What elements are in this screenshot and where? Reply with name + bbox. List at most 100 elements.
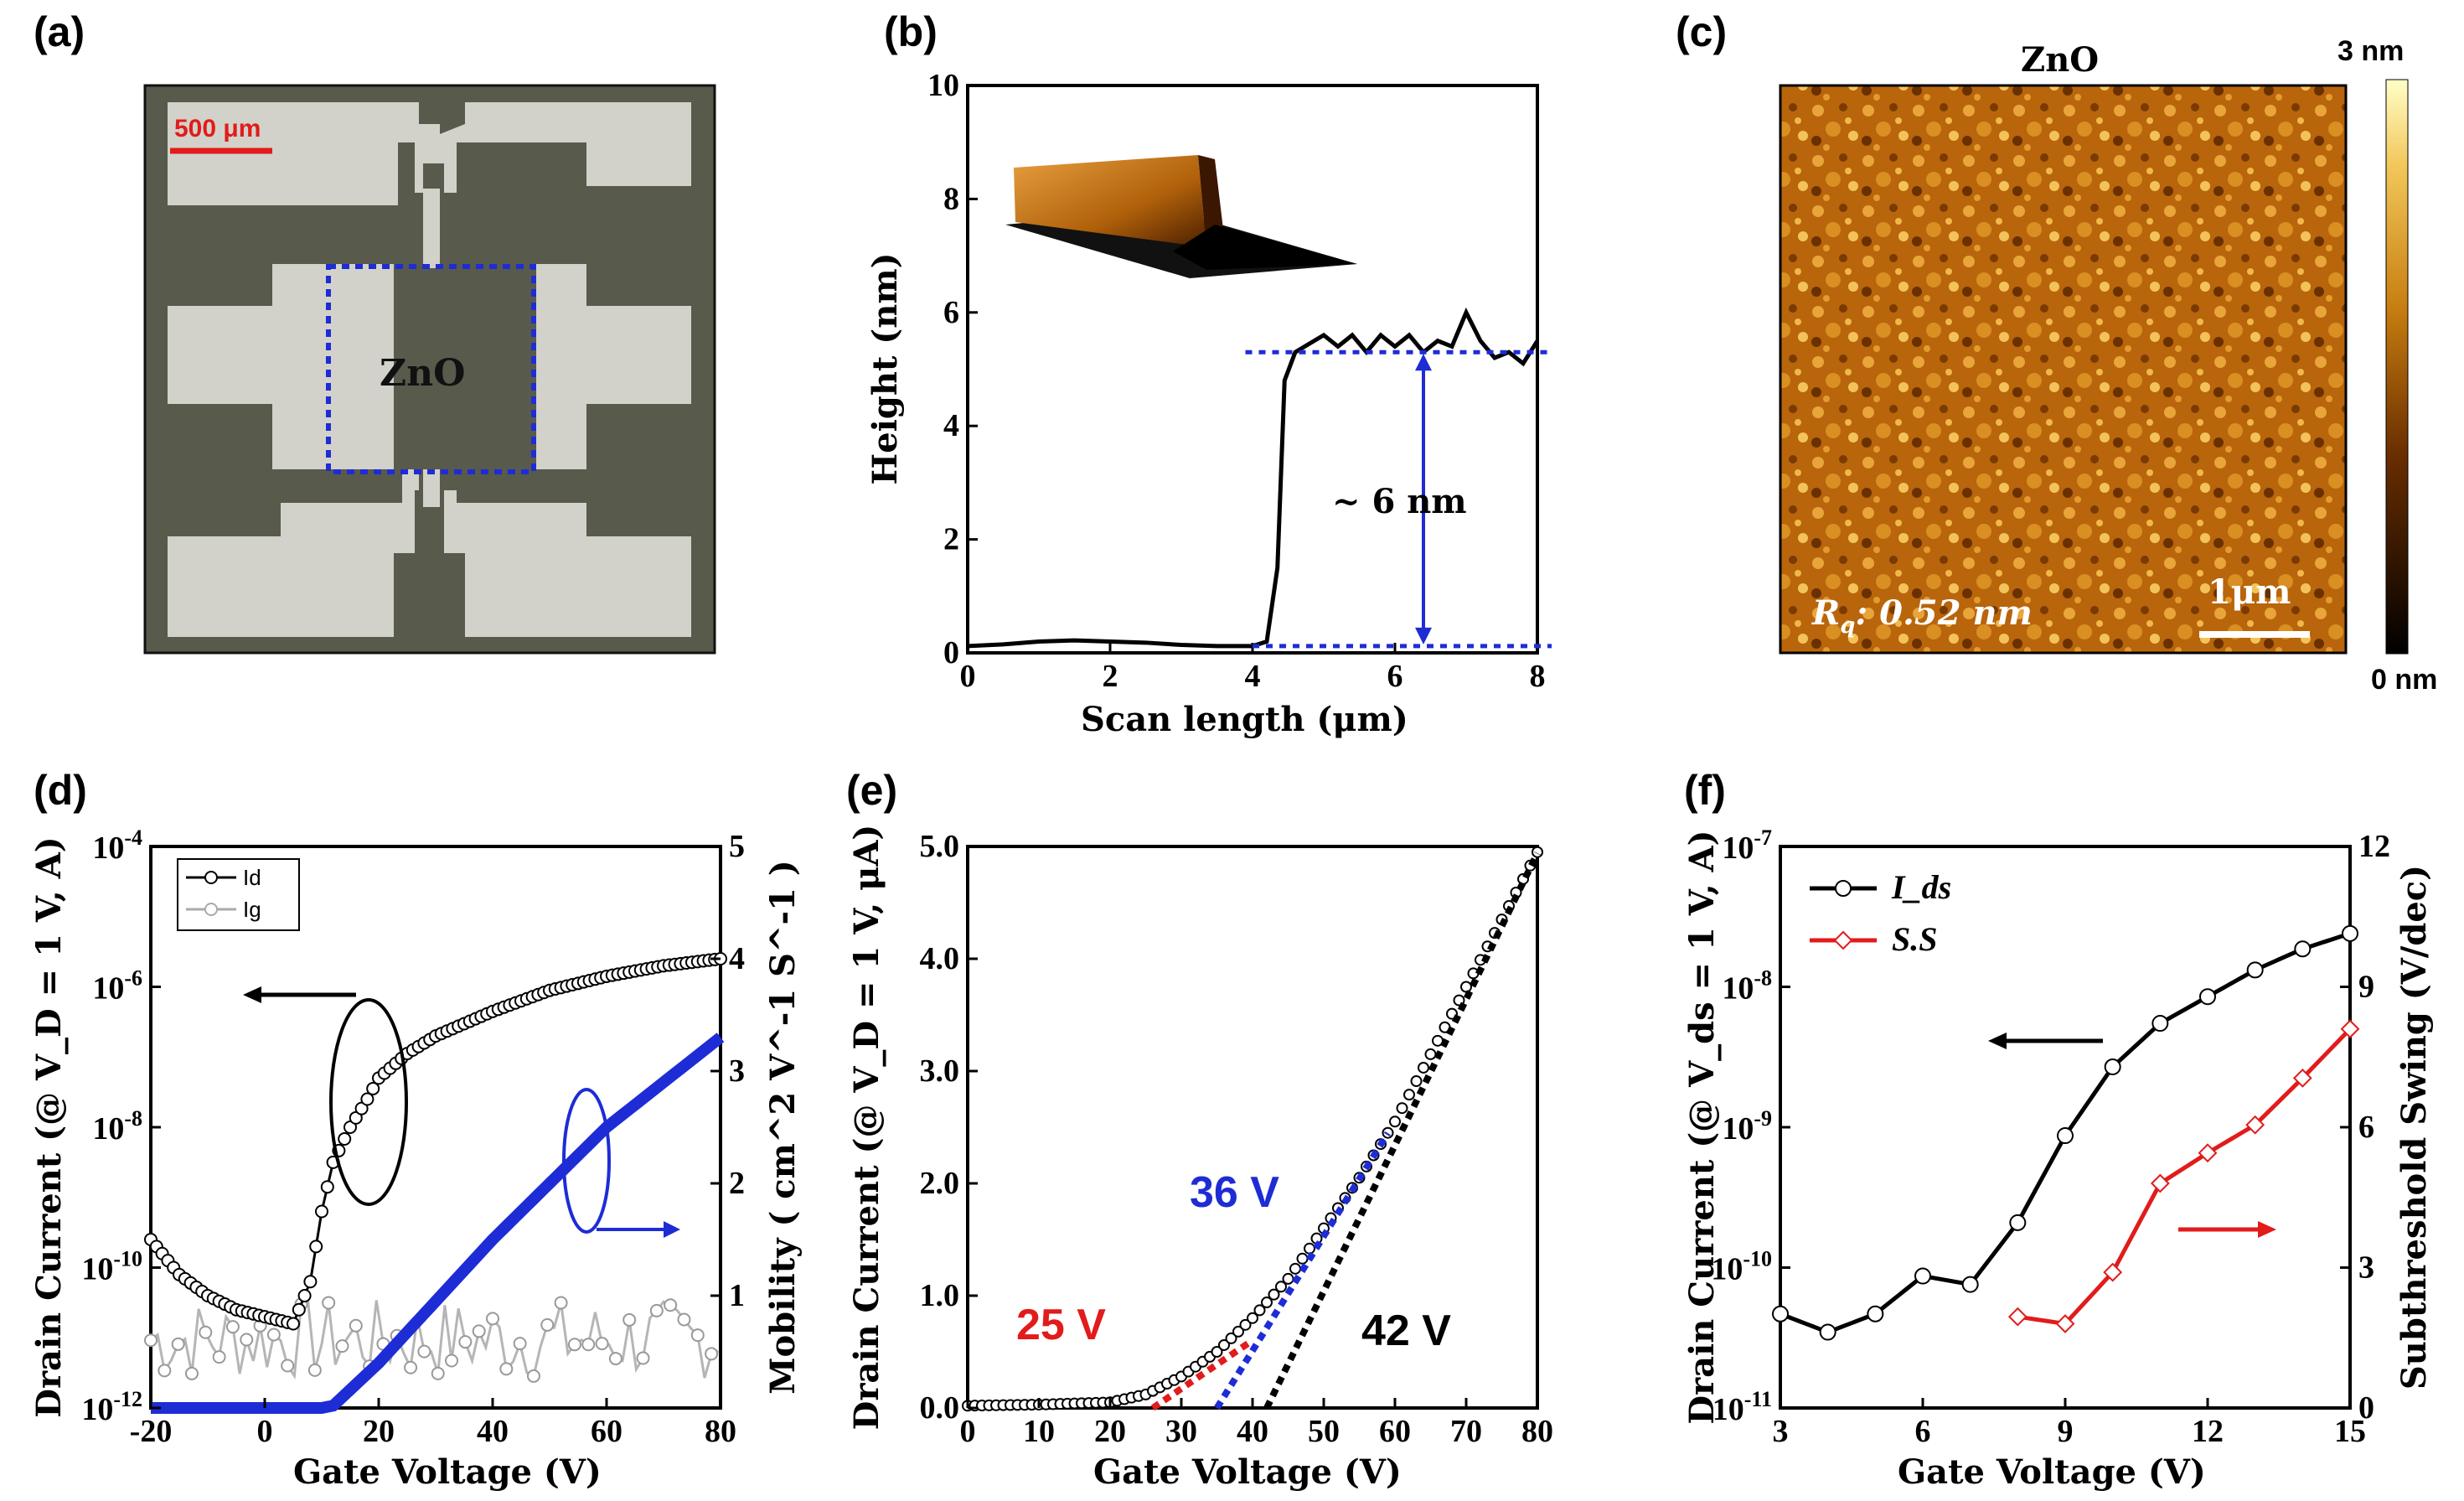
panel-d-ytick-right-label: 1 bbox=[729, 1278, 745, 1313]
panel-e-xtick-label: 30 bbox=[1165, 1414, 1197, 1449]
colorbar-top-label: 3 nm bbox=[2337, 35, 2404, 67]
panel-e-ytick-label: 5.0 bbox=[920, 829, 960, 864]
transfer-point bbox=[1289, 1262, 1301, 1275]
panel-e-xtick-label: 20 bbox=[1094, 1414, 1126, 1449]
ig-point bbox=[212, 1350, 226, 1364]
panel-e-ylabel: Drain Current (@ V_D = 1 V, μA) bbox=[847, 825, 886, 1431]
fit-line-36v bbox=[1214, 1131, 1391, 1410]
transfer-point bbox=[1268, 1288, 1280, 1301]
panel-d-ytick-label: 10-10 bbox=[81, 1247, 142, 1287]
panel-b-ytick-label: 2 bbox=[943, 522, 959, 557]
mobility-axis-arrow-head bbox=[664, 1221, 680, 1238]
ig-point bbox=[417, 1344, 431, 1359]
panel-d-xtick-label: 40 bbox=[477, 1414, 509, 1449]
panel-b-chart: 0 2 4 6 8 0 2 4 6 8 10 ~ 6 nm Scan length (μm) Hei… bbox=[865, 68, 1552, 739]
transfer-point bbox=[1460, 981, 1472, 993]
id-point bbox=[338, 1131, 352, 1146]
panel-e-xtick-label: 0 bbox=[960, 1414, 976, 1449]
roughness-label: Rq: 0.52 nm bbox=[1811, 593, 2033, 639]
ig-point bbox=[690, 1328, 705, 1343]
ig-point bbox=[705, 1347, 719, 1361]
ss-point bbox=[2340, 1019, 2360, 1039]
step-height-annotation: ~ 6 nm bbox=[1332, 482, 1467, 521]
transfer-point bbox=[1211, 1346, 1223, 1358]
transfer-point bbox=[1418, 1061, 1429, 1074]
ig-point bbox=[608, 1352, 622, 1366]
panel-f-ytick-right-label: 6 bbox=[2358, 1110, 2374, 1145]
panel-label-c: (c) bbox=[1676, 8, 1727, 55]
legend-ids: I_ds bbox=[1891, 868, 1951, 906]
ig-point bbox=[526, 1369, 540, 1383]
transfer-point bbox=[1232, 1325, 1244, 1338]
ig-point bbox=[171, 1337, 185, 1351]
panel-label-f: (f) bbox=[1684, 767, 1726, 814]
ids-point bbox=[2342, 924, 2358, 942]
ig-point bbox=[431, 1366, 445, 1380]
annotation-42v: 42 V bbox=[1361, 1307, 1451, 1355]
panel-e-ytick-label: 0.0 bbox=[920, 1390, 960, 1426]
panel-d-xtick-label: 80 bbox=[705, 1414, 736, 1449]
transfer-point bbox=[1275, 1281, 1287, 1293]
ss-axis-arrow-head bbox=[2258, 1221, 2276, 1238]
panel-c-afm: ZnO 3 nm 0 nm 1μm Rq: 0.52 nm bbox=[1779, 35, 2437, 696]
ig-point bbox=[472, 1324, 486, 1338]
panel-d-ytick-label: 10-8 bbox=[92, 1106, 142, 1146]
ids-point bbox=[2199, 988, 2216, 1006]
panel-f-ytick-label: 10-11 bbox=[1712, 1387, 1772, 1427]
panel-d-xlabel: Gate Voltage (V) bbox=[293, 1452, 602, 1492]
afm-image bbox=[1779, 84, 2348, 655]
ids-point bbox=[1819, 1323, 1836, 1341]
height-profile-line bbox=[967, 307, 1540, 649]
ig-point bbox=[322, 1296, 336, 1310]
panel-d-xtick-label: 60 bbox=[591, 1414, 622, 1449]
arrow-head-top bbox=[1415, 354, 1432, 371]
panel-b-ytick-label: 8 bbox=[943, 181, 959, 216]
ig-point bbox=[158, 1364, 172, 1378]
ig-point bbox=[486, 1312, 499, 1326]
id-point bbox=[292, 1302, 306, 1317]
panel-e-ytick-label: 3.0 bbox=[920, 1053, 960, 1089]
ig-point bbox=[540, 1317, 555, 1332]
ids-axis-arrow-head bbox=[1988, 1033, 2007, 1049]
panel-e-xtick-label: 10 bbox=[1023, 1414, 1055, 1449]
fit-line-42v bbox=[1263, 851, 1541, 1410]
transfer-point bbox=[1304, 1242, 1315, 1255]
ig-point bbox=[513, 1337, 527, 1351]
transfer-point bbox=[1218, 1338, 1230, 1351]
ss-point bbox=[2198, 1143, 2218, 1163]
transfer-point bbox=[1410, 1075, 1423, 1088]
panel-f-ytick-label: 10-7 bbox=[1722, 826, 1772, 866]
transfer-point bbox=[1389, 1115, 1401, 1128]
ids-point bbox=[2009, 1214, 2027, 1231]
ig-point bbox=[281, 1359, 295, 1373]
ig-point bbox=[581, 1338, 596, 1352]
panel-b-xtick-label: 4 bbox=[1245, 659, 1261, 694]
panel-f-ylabel-right: Subthreshold Swing (V/dec) bbox=[2394, 865, 2434, 1390]
panel-b-xtick-label: 6 bbox=[1387, 659, 1403, 694]
panel-e-xtick-label: 40 bbox=[1237, 1414, 1268, 1449]
panel-e-xtick-label: 50 bbox=[1308, 1414, 1340, 1449]
ig-point bbox=[622, 1312, 637, 1327]
panel-d-xtick-label: -20 bbox=[130, 1414, 173, 1449]
panel-f-ytick-label: 10-10 bbox=[1711, 1247, 1772, 1287]
panel-b-ytick-label: 0 bbox=[943, 635, 959, 670]
ig-point bbox=[266, 1328, 281, 1342]
panel-b-xtick-label: 0 bbox=[960, 659, 976, 694]
ig-point bbox=[184, 1366, 199, 1380]
id-point bbox=[315, 1204, 328, 1219]
panel-b-xtick-label: 2 bbox=[1103, 659, 1118, 694]
legend-ig: Ig bbox=[243, 897, 261, 922]
transfer-point bbox=[1403, 1089, 1415, 1101]
ig-point bbox=[404, 1360, 418, 1374]
panel-e-chart: 0 10 20 30 40 50 60 70 80 0.0 1.0 2.0 3.0 4.0 5.0 25 V… bbox=[847, 825, 1553, 1492]
panel-b-inset-3d bbox=[1005, 155, 1357, 278]
ss-point bbox=[2007, 1307, 2028, 1327]
panel-e-ytick-label: 2.0 bbox=[920, 1166, 960, 1201]
ig-point bbox=[458, 1335, 473, 1349]
panel-f-ytick-right-label: 3 bbox=[2358, 1250, 2374, 1286]
ids-point bbox=[1867, 1305, 1884, 1322]
ids-point bbox=[2151, 1015, 2169, 1033]
ids-point bbox=[1914, 1267, 1931, 1285]
ig-point bbox=[445, 1353, 459, 1368]
ids-point bbox=[2057, 1127, 2074, 1145]
